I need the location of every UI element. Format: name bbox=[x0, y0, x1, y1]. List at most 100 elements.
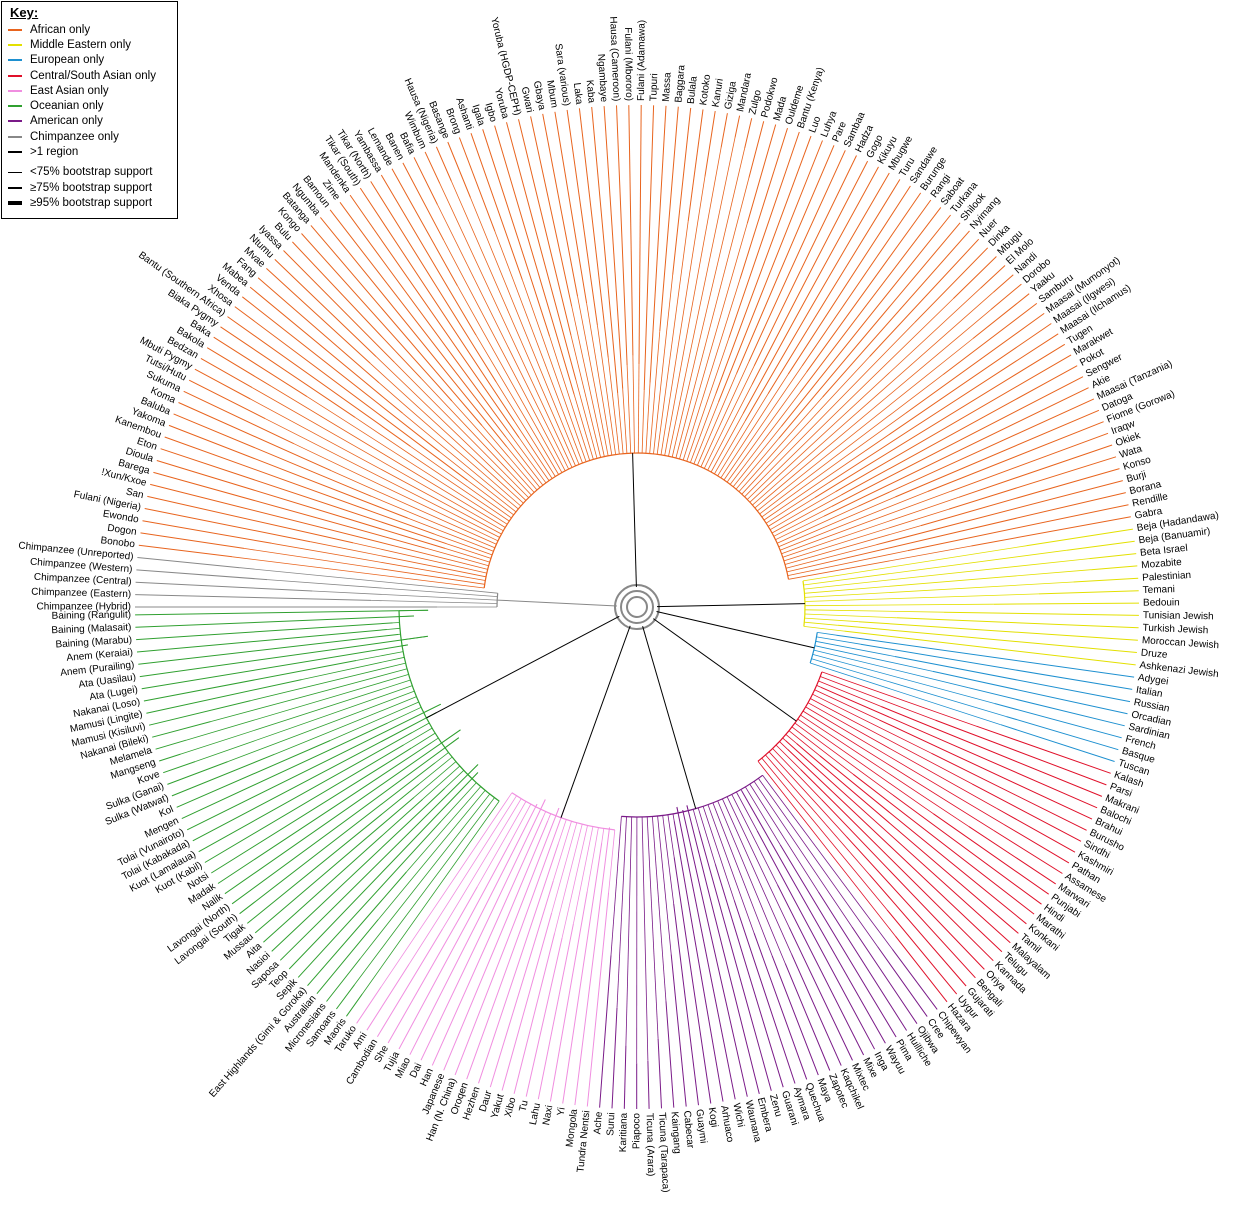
legend-label: African only bbox=[30, 23, 91, 36]
leaf-branch bbox=[968, 825, 1056, 885]
leaf-branch bbox=[787, 185, 911, 375]
leaf-branch bbox=[356, 986, 382, 1024]
internal-branch bbox=[250, 662, 406, 701]
leaf-branch bbox=[787, 749, 1003, 953]
leaf-branch bbox=[391, 168, 458, 286]
internal-branch bbox=[410, 445, 512, 519]
leaf-branch bbox=[756, 830, 876, 1050]
internal-branch bbox=[771, 494, 842, 534]
internal-branch bbox=[679, 223, 748, 460]
internal-branch bbox=[470, 197, 580, 465]
leaf-branch bbox=[781, 214, 951, 427]
leaf-branch bbox=[704, 111, 716, 177]
internal-branch bbox=[450, 180, 576, 466]
internal-branch bbox=[720, 373, 789, 479]
leaf-branch bbox=[466, 807, 566, 1080]
leaf-branch bbox=[776, 884, 865, 1056]
legend-label: ≥95% bootstrap support bbox=[30, 196, 153, 209]
leaf-label: Naxi bbox=[541, 1104, 555, 1126]
internal-branch bbox=[662, 815, 675, 904]
internal-branch bbox=[652, 816, 667, 1002]
leaf-label: Bonobo bbox=[100, 535, 136, 550]
leaf-branch bbox=[194, 368, 251, 400]
internal-branch bbox=[423, 703, 441, 713]
internal-branch bbox=[784, 525, 922, 565]
leaf-branch bbox=[831, 376, 1084, 507]
stem-branch bbox=[653, 618, 797, 722]
internal-branch bbox=[310, 541, 487, 578]
internal-branch bbox=[803, 549, 1068, 586]
leaf-branch bbox=[734, 115, 741, 138]
leaf-branch bbox=[586, 892, 610, 1107]
internal-branch bbox=[812, 654, 995, 704]
leaf-branch bbox=[591, 106, 619, 394]
leaf-branch bbox=[877, 946, 928, 1017]
leaf-branch bbox=[638, 104, 642, 365]
leaf-branch bbox=[181, 722, 389, 820]
internal-branch bbox=[757, 338, 974, 512]
leaf-branch bbox=[800, 769, 994, 962]
internal-branch bbox=[726, 796, 790, 928]
leaf-branch bbox=[349, 194, 520, 438]
leaf-label: Tupuri bbox=[648, 73, 660, 101]
leaf-branch bbox=[234, 306, 468, 481]
leaf-branch bbox=[886, 909, 958, 995]
leaf-branch bbox=[359, 187, 515, 422]
internal-branch bbox=[586, 303, 613, 456]
internal-branch bbox=[779, 491, 929, 551]
leaf-branch bbox=[339, 202, 508, 431]
leaf-branch bbox=[454, 807, 560, 1076]
leaf-branch bbox=[771, 955, 819, 1076]
leaf-branch bbox=[164, 436, 435, 535]
leaf-label: Kol bbox=[158, 804, 176, 820]
internal-branch bbox=[610, 816, 622, 956]
internal-branch bbox=[769, 491, 836, 531]
leaf-branch bbox=[611, 1007, 618, 1109]
leaf-branch bbox=[137, 557, 240, 569]
leaf-branch bbox=[603, 106, 624, 389]
internal-branch bbox=[791, 726, 854, 775]
internal-branch bbox=[265, 418, 500, 538]
leaf-label: Gabra bbox=[1134, 506, 1164, 522]
leaf-branch bbox=[980, 265, 1006, 289]
leaf-branch bbox=[806, 199, 932, 373]
internal-branch bbox=[722, 798, 792, 955]
leaf-label: Bedouin bbox=[1143, 597, 1180, 608]
internal-branch bbox=[607, 357, 620, 455]
leaf-branch bbox=[785, 740, 1011, 944]
leaf-branch bbox=[241, 296, 440, 453]
leaf-branch bbox=[779, 844, 897, 1038]
internal-branch bbox=[777, 505, 859, 544]
tree-branches bbox=[135, 104, 1140, 1109]
leaf-branch bbox=[254, 796, 415, 934]
leaf-label: Dogon bbox=[107, 523, 138, 538]
internal-branch bbox=[441, 729, 461, 744]
internal-branch bbox=[810, 698, 973, 785]
internal-branch bbox=[637, 364, 640, 454]
leaf-branch bbox=[204, 744, 405, 863]
internal-branch bbox=[804, 609, 945, 613]
internal-branch bbox=[775, 744, 802, 770]
internal-branch bbox=[554, 824, 583, 934]
leaf-label: Tu bbox=[518, 1099, 531, 1112]
legend-title: Key: bbox=[10, 5, 39, 20]
leaf-branch bbox=[799, 207, 942, 394]
leaf-branch bbox=[506, 122, 577, 381]
leaf-branch bbox=[784, 963, 831, 1071]
leaf-branch bbox=[192, 712, 437, 842]
internal-branch bbox=[394, 361, 529, 498]
leaf-branch bbox=[562, 842, 603, 1104]
leaf-branch bbox=[718, 140, 823, 403]
internal-branch bbox=[686, 805, 689, 811]
internal-branch bbox=[814, 689, 880, 721]
internal-branch bbox=[646, 816, 659, 1039]
leaf-branch bbox=[1006, 716, 1119, 751]
leaf-branch bbox=[1073, 577, 1139, 583]
internal-branch bbox=[767, 497, 816, 527]
leaf-label: Italian bbox=[1135, 685, 1163, 700]
leaf-branch bbox=[976, 725, 1111, 774]
internal-branch bbox=[495, 381, 556, 477]
internal-branch bbox=[180, 679, 411, 755]
leaf-label: Chimpanzee (Hybrid) bbox=[37, 602, 131, 613]
internal-branch bbox=[331, 470, 497, 545]
